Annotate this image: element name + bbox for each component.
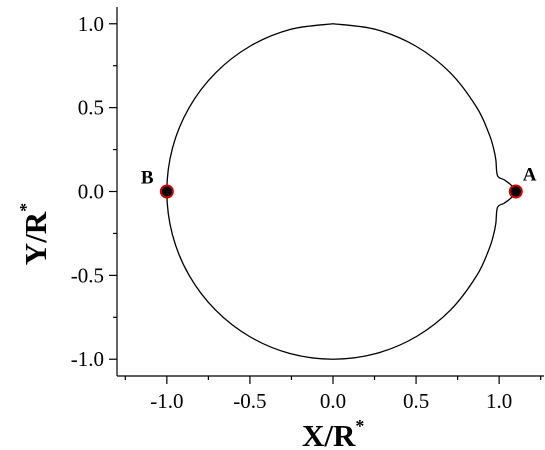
x-axis-title-sup: * <box>355 416 364 436</box>
x-axis-title: X/R* <box>302 416 364 450</box>
y-tick-label: 0.0 <box>78 180 104 204</box>
y-tick-label: 0.5 <box>78 96 104 120</box>
y-axis-title-text: Y/R <box>18 211 53 265</box>
tick-layer: -1.0 -0.5 0.0 0.5 1.0 -1.0 -0.5 0.0 0.5 1.0 <box>71 12 542 413</box>
x-tick-label: 0.5 <box>403 389 429 413</box>
x-axis-title-text: X/R <box>302 418 356 450</box>
y-tick-label: 1.0 <box>78 12 104 36</box>
y-axis-title: Y/R* <box>16 203 53 265</box>
x-tick-label: -1.0 <box>150 389 183 413</box>
x-tick-label: 0.0 <box>320 389 346 413</box>
x-tick-label: 1.0 <box>486 389 512 413</box>
point-a-marker <box>508 184 523 199</box>
axes-layer <box>116 7 544 377</box>
point-b-label: B <box>141 168 154 189</box>
y-tick-label: -0.5 <box>71 263 104 287</box>
y-axis-title-sup: * <box>16 203 36 212</box>
curve-layer <box>166 23 517 360</box>
x-tick-label: -0.5 <box>233 389 266 413</box>
boundary-curve <box>166 23 517 360</box>
y-tick-label: -1.0 <box>71 347 104 371</box>
point-layer: AB <box>141 165 537 199</box>
point-b-marker <box>159 184 174 199</box>
point-a-label: A <box>523 165 537 186</box>
